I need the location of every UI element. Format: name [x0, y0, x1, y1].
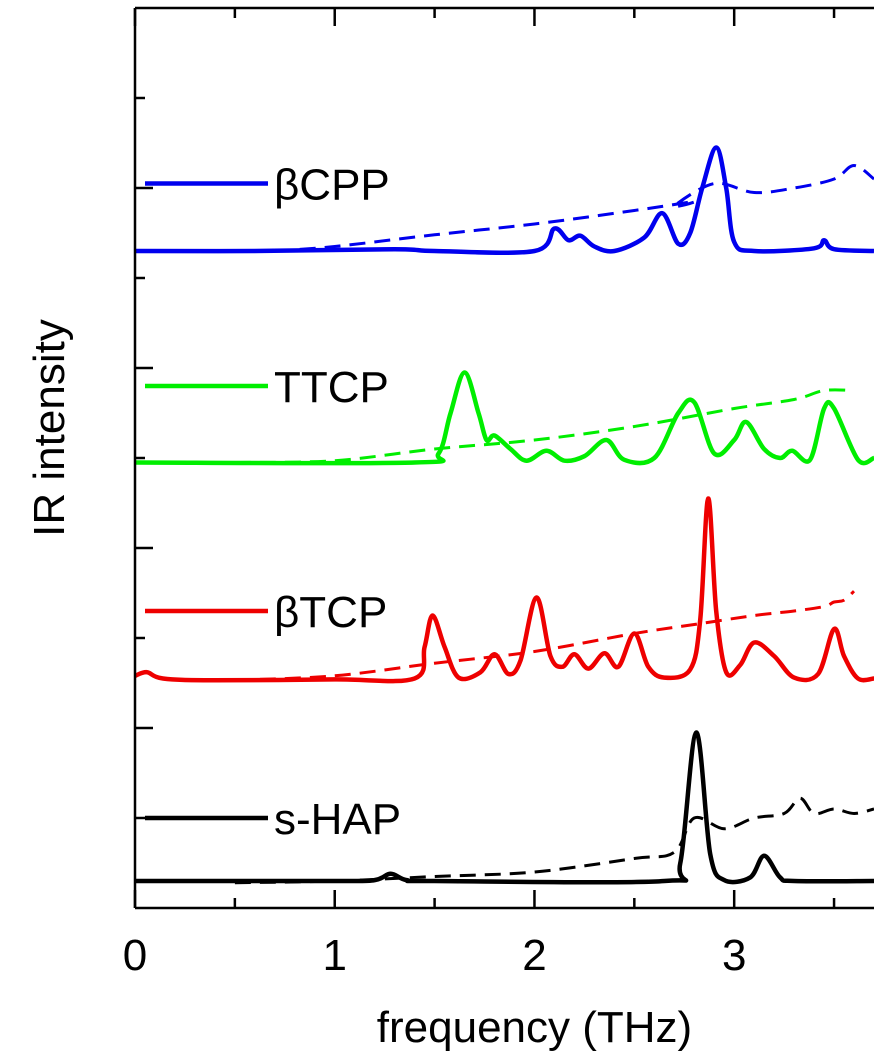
series-1-legend-label: TTCP: [274, 363, 389, 412]
x-tick-label: 3: [722, 931, 746, 980]
x-tick-label: 1: [322, 931, 346, 980]
legend: βCPP TTCP βTCP s-HAP: [145, 161, 401, 844]
x-tick-label: 2: [522, 931, 546, 980]
series-1-solid-line: [135, 370, 874, 466]
curves-layer: [135, 145, 874, 885]
plot-frame: [133, 6, 874, 910]
axis-ticks: 0 1 2 3: [123, 8, 836, 980]
series-1-dashed-line: [234, 388, 855, 464]
x-tick-label: 0: [123, 931, 147, 980]
series-0-dashed-line: [274, 163, 874, 253]
x-axis-title: frequency (THz): [377, 1003, 692, 1052]
series-3-legend-label: s-HAP: [274, 795, 401, 844]
series-2-solid-line: [135, 496, 874, 684]
series-0-legend-label: βCPP: [274, 161, 390, 210]
series-0-solid-line: [135, 145, 874, 256]
series-2-dashed-line: [234, 590, 856, 682]
y-axis-title: IR intensity: [25, 319, 74, 537]
series-3-solid-line: [135, 730, 874, 885]
series-3-dashed-line: [234, 796, 874, 885]
series-2-legend-label: βTCP: [274, 588, 387, 637]
